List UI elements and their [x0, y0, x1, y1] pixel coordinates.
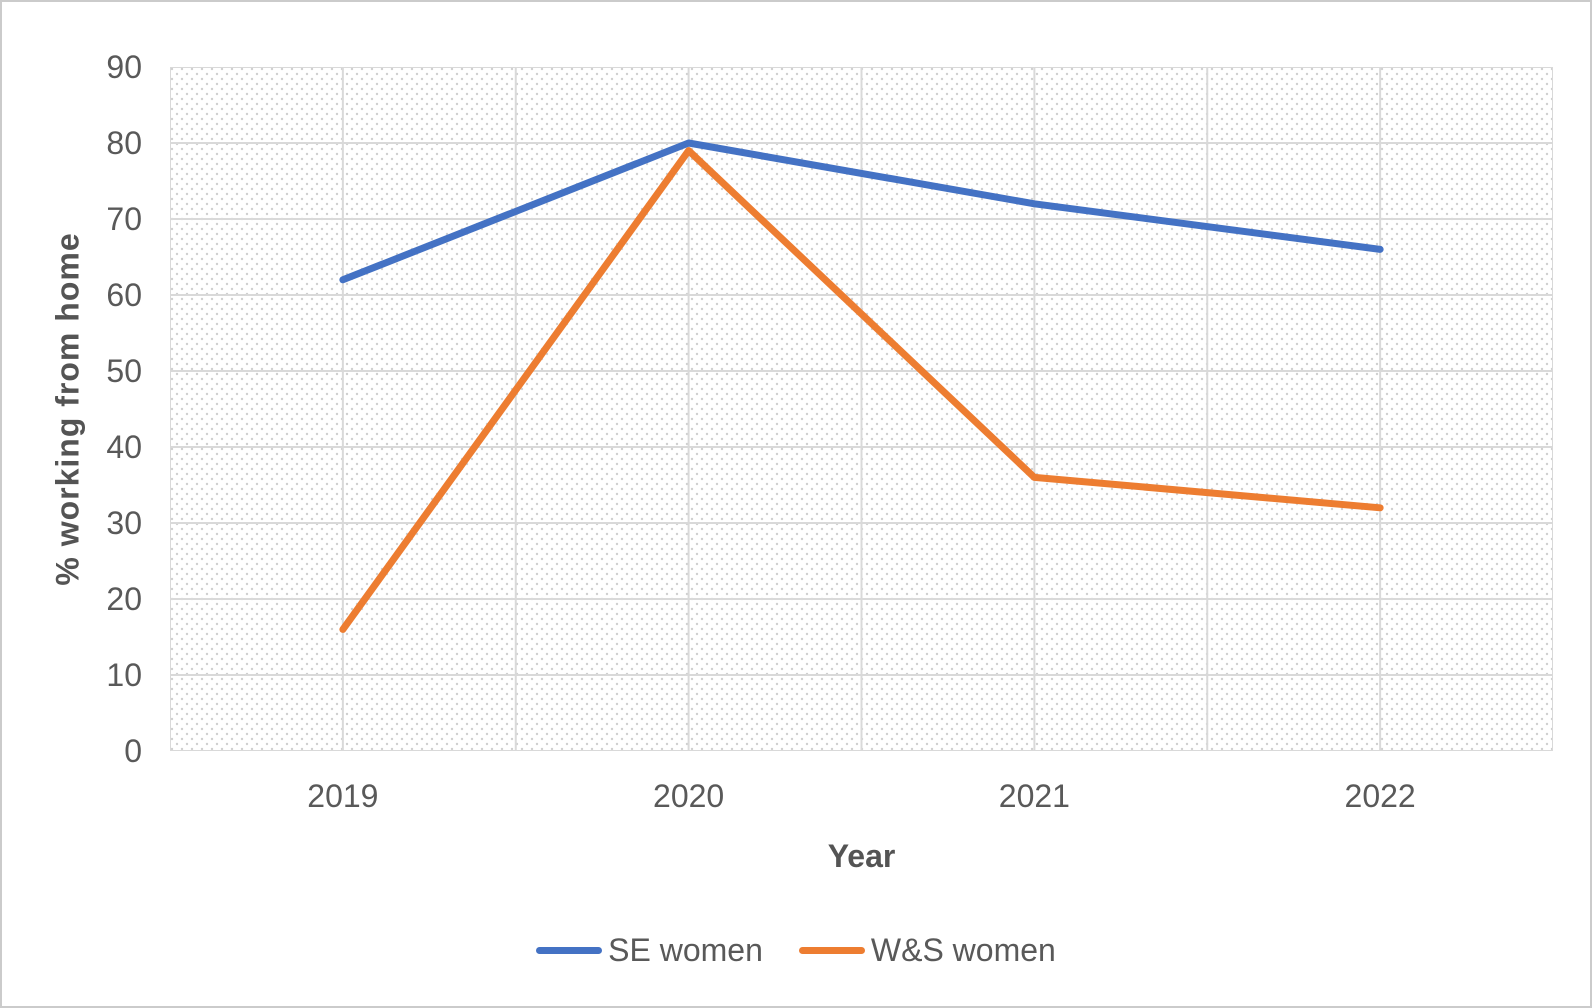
- x-tick-label: 2019: [307, 778, 379, 814]
- legend-label-ws-women: W&S women: [870, 932, 1056, 968]
- plot-area: [170, 67, 1553, 751]
- legend-line-swatch-ws-women: [798, 946, 865, 954]
- y-tick-label: 20: [106, 581, 142, 617]
- legend-item-ws-women: W&S women: [798, 928, 1056, 972]
- legend-label-se-women: SE women: [608, 932, 763, 968]
- y-tick-label: 50: [106, 353, 142, 389]
- y-tick-label: 90: [106, 49, 142, 85]
- y-tick-label: 60: [106, 277, 142, 313]
- y-axis-title: % working from home: [49, 232, 86, 586]
- series-lines: [339, 139, 1384, 633]
- y-tick-label: 40: [106, 429, 142, 465]
- series-line-w-s-women: [339, 147, 1384, 633]
- x-tick-label: 2021: [998, 778, 1070, 814]
- y-tick-label: 30: [106, 505, 142, 541]
- y-tick-label: 70: [106, 201, 142, 237]
- x-axis-title: Year: [827, 838, 896, 874]
- y-tick-label: 0: [124, 733, 142, 769]
- y-tick-label: 10: [106, 657, 142, 693]
- legend-line-swatch-se-women: [536, 946, 603, 954]
- chart-legend: SE women W&S women: [2, 928, 1590, 972]
- x-tick-label: 2022: [1344, 778, 1416, 814]
- legend-item-se-women: SE women: [536, 928, 763, 972]
- x-tick-label: 2020: [653, 778, 725, 814]
- series-line-se-women: [339, 139, 1384, 284]
- y-tick-label: 80: [106, 125, 142, 161]
- gridlines: [170, 67, 1553, 751]
